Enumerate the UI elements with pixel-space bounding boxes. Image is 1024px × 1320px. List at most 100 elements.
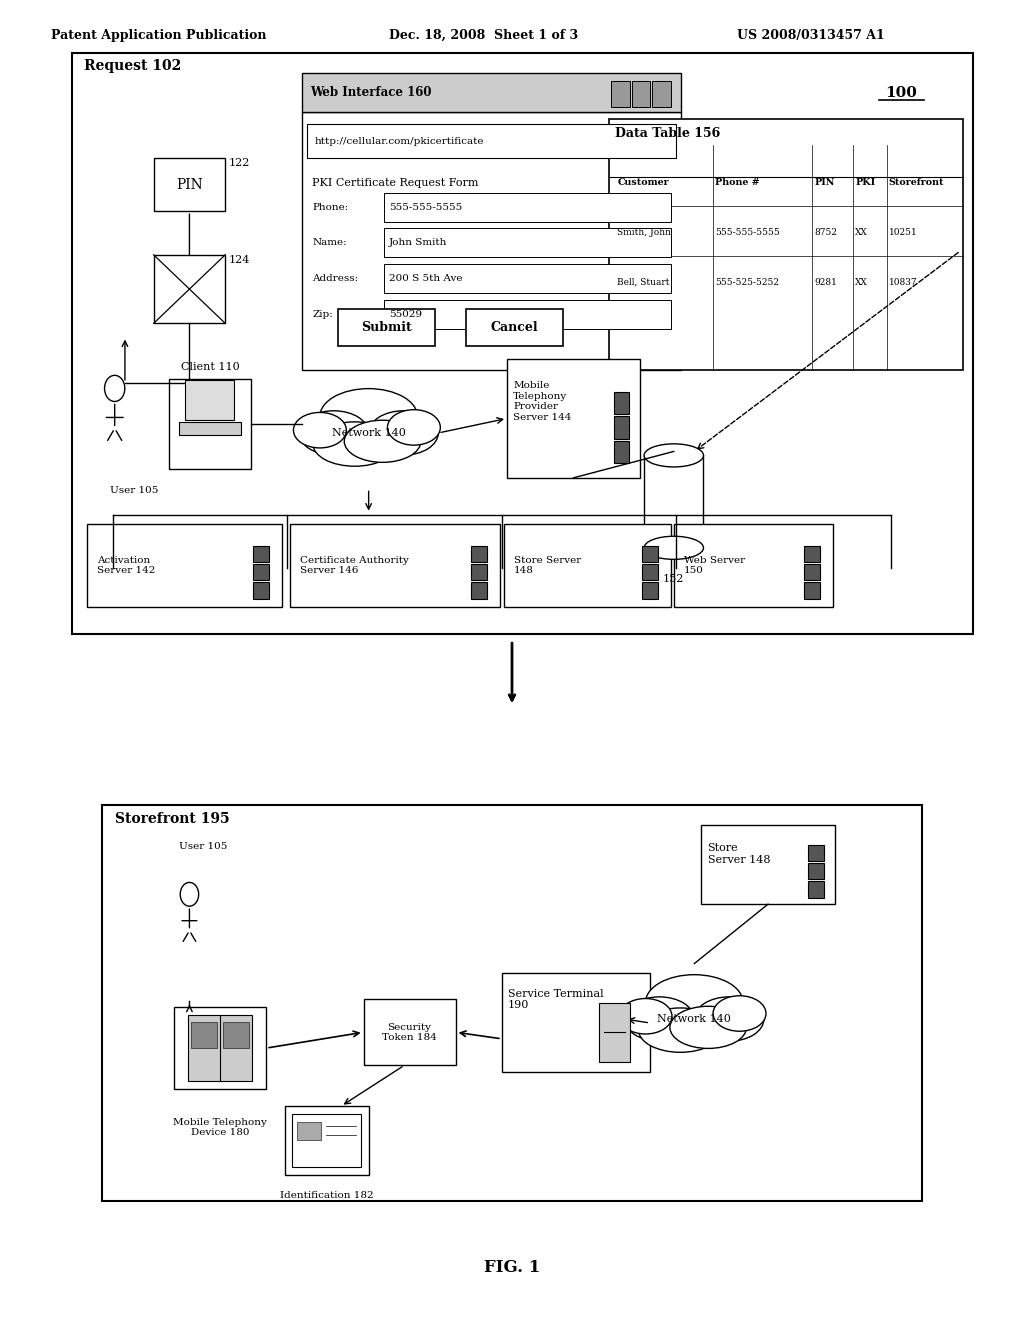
Text: User 105: User 105: [110, 486, 158, 495]
FancyBboxPatch shape: [804, 564, 820, 581]
Text: Address:: Address:: [312, 275, 358, 282]
Text: Submit: Submit: [361, 321, 412, 334]
FancyBboxPatch shape: [599, 1003, 630, 1061]
FancyBboxPatch shape: [644, 455, 703, 548]
Text: Smith, John: Smith, John: [617, 228, 672, 236]
FancyBboxPatch shape: [179, 421, 241, 434]
FancyBboxPatch shape: [253, 582, 269, 599]
FancyBboxPatch shape: [223, 1022, 249, 1048]
FancyBboxPatch shape: [642, 564, 658, 581]
Ellipse shape: [294, 412, 346, 447]
FancyBboxPatch shape: [384, 193, 671, 222]
Text: Mobile Telephony
Device 180: Mobile Telephony Device 180: [173, 1118, 267, 1138]
Text: 8752: 8752: [814, 228, 837, 236]
Ellipse shape: [620, 998, 672, 1034]
Ellipse shape: [319, 388, 418, 444]
Text: XX: XX: [855, 228, 867, 236]
FancyBboxPatch shape: [384, 228, 671, 257]
Text: 555-525-5252: 555-525-5252: [715, 279, 778, 286]
FancyBboxPatch shape: [642, 546, 658, 562]
Text: 10837: 10837: [889, 279, 918, 286]
FancyBboxPatch shape: [154, 158, 225, 211]
Text: Data Table 156: Data Table 156: [615, 127, 721, 140]
Text: Cancel: Cancel: [490, 321, 539, 334]
Text: Identification 182: Identification 182: [280, 1191, 374, 1200]
FancyBboxPatch shape: [808, 882, 824, 898]
Text: 100: 100: [885, 86, 918, 100]
Ellipse shape: [639, 1008, 722, 1052]
FancyBboxPatch shape: [614, 416, 629, 438]
Text: FIG. 1: FIG. 1: [484, 1259, 540, 1275]
Circle shape: [104, 375, 125, 401]
FancyBboxPatch shape: [808, 845, 824, 862]
FancyBboxPatch shape: [302, 73, 681, 112]
Text: 200 S 5th Ave: 200 S 5th Ave: [389, 275, 463, 282]
FancyBboxPatch shape: [609, 119, 963, 370]
Ellipse shape: [313, 422, 396, 466]
Text: Storefront 195: Storefront 195: [115, 812, 229, 826]
Text: 555-555-5555: 555-555-5555: [389, 203, 463, 211]
Text: John Smith: John Smith: [389, 239, 447, 247]
Ellipse shape: [645, 974, 743, 1030]
Text: Customer: Customer: [617, 178, 669, 186]
Ellipse shape: [694, 997, 764, 1041]
Text: Client 110: Client 110: [180, 362, 240, 372]
Ellipse shape: [625, 997, 694, 1041]
FancyBboxPatch shape: [502, 973, 650, 1072]
Ellipse shape: [644, 444, 703, 467]
Text: User 105: User 105: [179, 842, 227, 851]
Text: Dec. 18, 2008  Sheet 1 of 3: Dec. 18, 2008 Sheet 1 of 3: [389, 29, 579, 42]
FancyBboxPatch shape: [364, 999, 456, 1065]
FancyBboxPatch shape: [674, 524, 833, 607]
FancyBboxPatch shape: [253, 546, 269, 562]
FancyBboxPatch shape: [338, 309, 435, 346]
FancyBboxPatch shape: [471, 564, 487, 581]
Text: http://cellular.com/pkicertificate: http://cellular.com/pkicertificate: [314, 137, 484, 145]
Text: Network 140: Network 140: [657, 1014, 731, 1024]
FancyBboxPatch shape: [701, 825, 835, 904]
Text: Certificate Authority
Server 146: Certificate Authority Server 146: [300, 556, 409, 576]
Text: Network 140: Network 140: [332, 428, 406, 438]
Text: Zip:: Zip:: [312, 310, 333, 318]
FancyBboxPatch shape: [307, 124, 676, 158]
FancyBboxPatch shape: [652, 81, 671, 107]
FancyBboxPatch shape: [614, 392, 629, 414]
Ellipse shape: [369, 411, 438, 455]
Text: PKI Certificate Request Form: PKI Certificate Request Form: [312, 178, 479, 189]
Text: Security
Token 184: Security Token 184: [382, 1023, 437, 1041]
Text: Patent Application Publication: Patent Application Publication: [51, 29, 266, 42]
Text: 122: 122: [228, 158, 250, 169]
Text: Bell, Stuart: Bell, Stuart: [617, 279, 670, 286]
FancyBboxPatch shape: [292, 1114, 361, 1167]
FancyBboxPatch shape: [72, 53, 973, 634]
Text: 124: 124: [228, 255, 250, 265]
Ellipse shape: [670, 1006, 746, 1048]
FancyBboxPatch shape: [185, 380, 234, 420]
Text: XX: XX: [855, 279, 867, 286]
Text: Web Server
150: Web Server 150: [684, 556, 745, 576]
FancyBboxPatch shape: [611, 81, 630, 107]
Ellipse shape: [387, 409, 440, 445]
Text: 152: 152: [664, 574, 684, 585]
FancyBboxPatch shape: [290, 524, 500, 607]
Text: Store
Server 148: Store Server 148: [708, 843, 770, 865]
Text: Store Server
148: Store Server 148: [514, 556, 582, 576]
Text: 555-555-5555: 555-555-5555: [715, 228, 779, 236]
FancyBboxPatch shape: [87, 524, 282, 607]
FancyBboxPatch shape: [466, 309, 563, 346]
FancyBboxPatch shape: [504, 524, 671, 607]
Text: 10251: 10251: [889, 228, 918, 236]
Text: US 2008/0313457 A1: US 2008/0313457 A1: [737, 29, 885, 42]
Text: Phone:: Phone:: [312, 203, 348, 211]
FancyBboxPatch shape: [154, 255, 225, 323]
FancyBboxPatch shape: [804, 546, 820, 562]
FancyBboxPatch shape: [285, 1106, 369, 1175]
Text: Name:: Name:: [312, 239, 347, 247]
Ellipse shape: [299, 411, 369, 455]
FancyBboxPatch shape: [188, 1015, 220, 1081]
Text: PIN: PIN: [814, 178, 835, 186]
FancyBboxPatch shape: [220, 1015, 252, 1081]
FancyBboxPatch shape: [632, 81, 650, 107]
FancyBboxPatch shape: [169, 379, 251, 469]
FancyBboxPatch shape: [102, 805, 922, 1201]
